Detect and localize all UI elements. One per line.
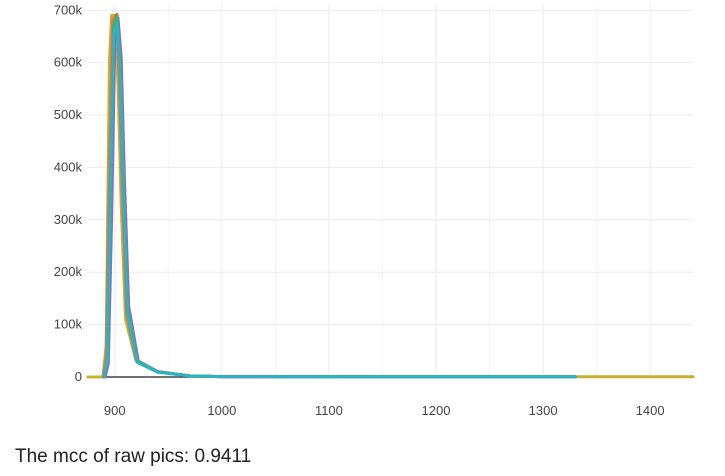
- series-line-6: [102, 21, 577, 379]
- x-tick-label: 1400: [636, 403, 665, 418]
- y-tick-label: 300k: [54, 212, 83, 227]
- y-axis-ticks: 0 100k 200k 300k 400k 500k 600k 700k: [54, 2, 83, 384]
- x-tick-label: 1300: [529, 403, 558, 418]
- x-axis-ticks: 900 1000 1100 1200 1300 1400: [104, 403, 665, 418]
- y-tick-label: 500k: [54, 107, 83, 122]
- series-line-5: [102, 15, 577, 379]
- y-tick-label: 0: [75, 369, 82, 384]
- y-tick-label: 700k: [54, 2, 83, 17]
- grid: [88, 4, 693, 378]
- mcc-caption: The mcc of raw pics: 0.9411: [15, 446, 252, 467]
- y-tick-label: 600k: [54, 55, 83, 70]
- series-line-2: [101, 14, 577, 379]
- x-tick-label: 1200: [422, 403, 451, 418]
- y-tick-label: 200k: [54, 264, 83, 279]
- line-chart: 900 1000 1100 1200 1300 1400 0 100k 200k 300k 400…: [54, 2, 695, 418]
- x-tick-label: 1000: [207, 403, 236, 418]
- series-line-3: [102, 13, 577, 379]
- y-tick-label: 100k: [54, 317, 83, 332]
- y-tick-label: 400k: [54, 159, 83, 174]
- x-tick-label: 1100: [315, 403, 343, 418]
- series-line-4: [103, 16, 577, 379]
- series-lines: [86, 13, 695, 379]
- x-tick-label: 900: [104, 403, 126, 418]
- series-line-1: [86, 14, 695, 379]
